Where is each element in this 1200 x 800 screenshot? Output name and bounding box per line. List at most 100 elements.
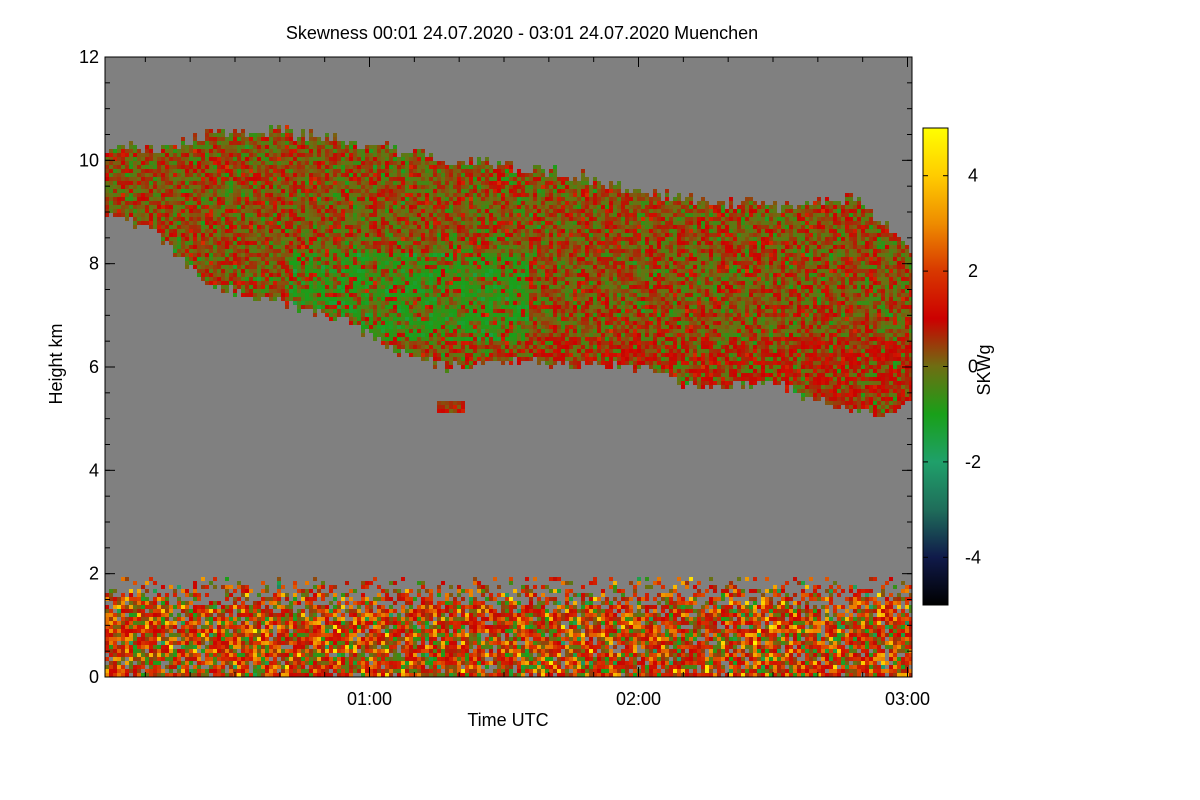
heatmap-cell xyxy=(129,209,133,213)
heatmap-cell xyxy=(417,341,421,345)
heatmap-cell xyxy=(185,665,189,669)
heatmap-cell xyxy=(325,149,329,153)
heatmap-cell xyxy=(241,193,245,197)
heatmap-cell xyxy=(413,309,417,313)
heatmap-cell xyxy=(341,161,345,165)
heatmap-cell xyxy=(253,241,257,245)
heatmap-cell xyxy=(153,669,157,673)
heatmap-cell xyxy=(225,269,229,273)
heatmap-cell xyxy=(173,249,177,253)
heatmap-cell xyxy=(445,225,449,229)
heatmap-cell xyxy=(321,253,325,257)
heatmap-cell xyxy=(385,345,389,349)
heatmap-cell xyxy=(365,609,369,613)
heatmap-cell xyxy=(177,665,181,669)
heatmap-cell xyxy=(289,277,293,281)
heatmap-cell xyxy=(445,301,449,305)
heatmap-cell xyxy=(441,409,445,413)
heatmap-cell xyxy=(341,293,345,297)
heatmap-cell xyxy=(397,333,401,337)
heatmap-cell xyxy=(341,629,345,633)
heatmap-cell xyxy=(345,173,349,177)
heatmap-cell xyxy=(333,637,337,641)
heatmap-cell xyxy=(445,209,449,213)
heatmap-cell xyxy=(329,185,333,189)
heatmap-cell xyxy=(269,641,273,645)
heatmap-cell xyxy=(333,145,337,149)
heatmap-cell xyxy=(221,673,225,677)
heatmap-cell xyxy=(421,237,425,241)
heatmap-cell xyxy=(441,329,445,333)
heatmap-cell xyxy=(245,633,249,637)
heatmap-cell xyxy=(245,193,249,197)
heatmap-cell xyxy=(385,317,389,321)
heatmap-cell xyxy=(425,597,429,601)
heatmap-cell xyxy=(301,205,305,209)
heatmap-cell xyxy=(345,193,349,197)
heatmap-cell xyxy=(333,285,337,289)
heatmap-cell xyxy=(321,221,325,225)
heatmap-cell xyxy=(249,161,253,165)
heatmap-cell xyxy=(425,193,429,197)
heatmap-cell xyxy=(429,153,433,157)
heatmap-cell xyxy=(257,641,261,645)
heatmap-cell xyxy=(381,217,385,221)
heatmap-cell xyxy=(333,313,337,317)
heatmap-cell xyxy=(205,249,209,253)
heatmap-cell xyxy=(353,205,357,209)
heatmap-cell xyxy=(233,637,237,641)
heatmap-cell xyxy=(245,645,249,649)
heatmap-cell xyxy=(285,205,289,209)
heatmap-cell xyxy=(397,205,401,209)
heatmap-cell xyxy=(197,605,201,609)
heatmap-cell xyxy=(377,593,381,597)
heatmap-cell xyxy=(333,305,337,309)
heatmap-cell xyxy=(325,617,329,621)
heatmap-cell xyxy=(381,261,385,265)
heatmap-cell xyxy=(161,613,165,617)
heatmap-cell xyxy=(397,185,401,189)
heatmap-cell xyxy=(189,637,193,641)
heatmap-cell xyxy=(345,237,349,241)
heatmap-cell xyxy=(369,273,373,277)
heatmap-cell xyxy=(261,277,265,281)
heatmap-cell xyxy=(225,249,229,253)
heatmap-cell xyxy=(377,201,381,205)
heatmap-cell xyxy=(309,641,313,645)
heatmap-cell xyxy=(257,137,261,141)
heatmap-cell xyxy=(213,237,217,241)
heatmap-cell xyxy=(321,289,325,293)
heatmap-cell xyxy=(425,277,429,281)
heatmap-cell xyxy=(393,157,397,161)
heatmap-cell xyxy=(217,637,221,641)
heatmap-cell xyxy=(329,233,333,237)
heatmap-cell xyxy=(185,181,189,185)
heatmap-cell xyxy=(389,617,393,621)
heatmap-cell xyxy=(425,673,429,677)
heatmap-cell xyxy=(257,593,261,597)
heatmap-cell xyxy=(177,633,181,637)
heatmap-cell xyxy=(225,241,229,245)
heatmap-cell xyxy=(429,593,433,597)
heatmap-cell xyxy=(325,133,329,137)
heatmap-cell xyxy=(157,197,161,201)
heatmap-cell xyxy=(373,641,377,645)
heatmap-cell xyxy=(337,225,341,229)
heatmap-cell xyxy=(293,581,297,585)
heatmap-cell xyxy=(301,221,305,225)
heatmap-cell xyxy=(333,593,337,597)
heatmap-cell xyxy=(417,221,421,225)
heatmap-cell xyxy=(277,185,281,189)
heatmap-cell xyxy=(157,629,161,633)
heatmap-cell xyxy=(365,613,369,617)
heatmap-cell xyxy=(113,209,117,213)
heatmap-cell xyxy=(381,153,385,157)
heatmap-cell xyxy=(229,673,233,677)
heatmap-cell xyxy=(413,617,417,621)
heatmap-cell xyxy=(397,657,401,661)
heatmap-cell xyxy=(301,241,305,245)
heatmap-cell xyxy=(417,217,421,221)
heatmap-cell xyxy=(133,165,137,169)
heatmap-cell xyxy=(245,205,249,209)
heatmap-cell xyxy=(165,629,169,633)
